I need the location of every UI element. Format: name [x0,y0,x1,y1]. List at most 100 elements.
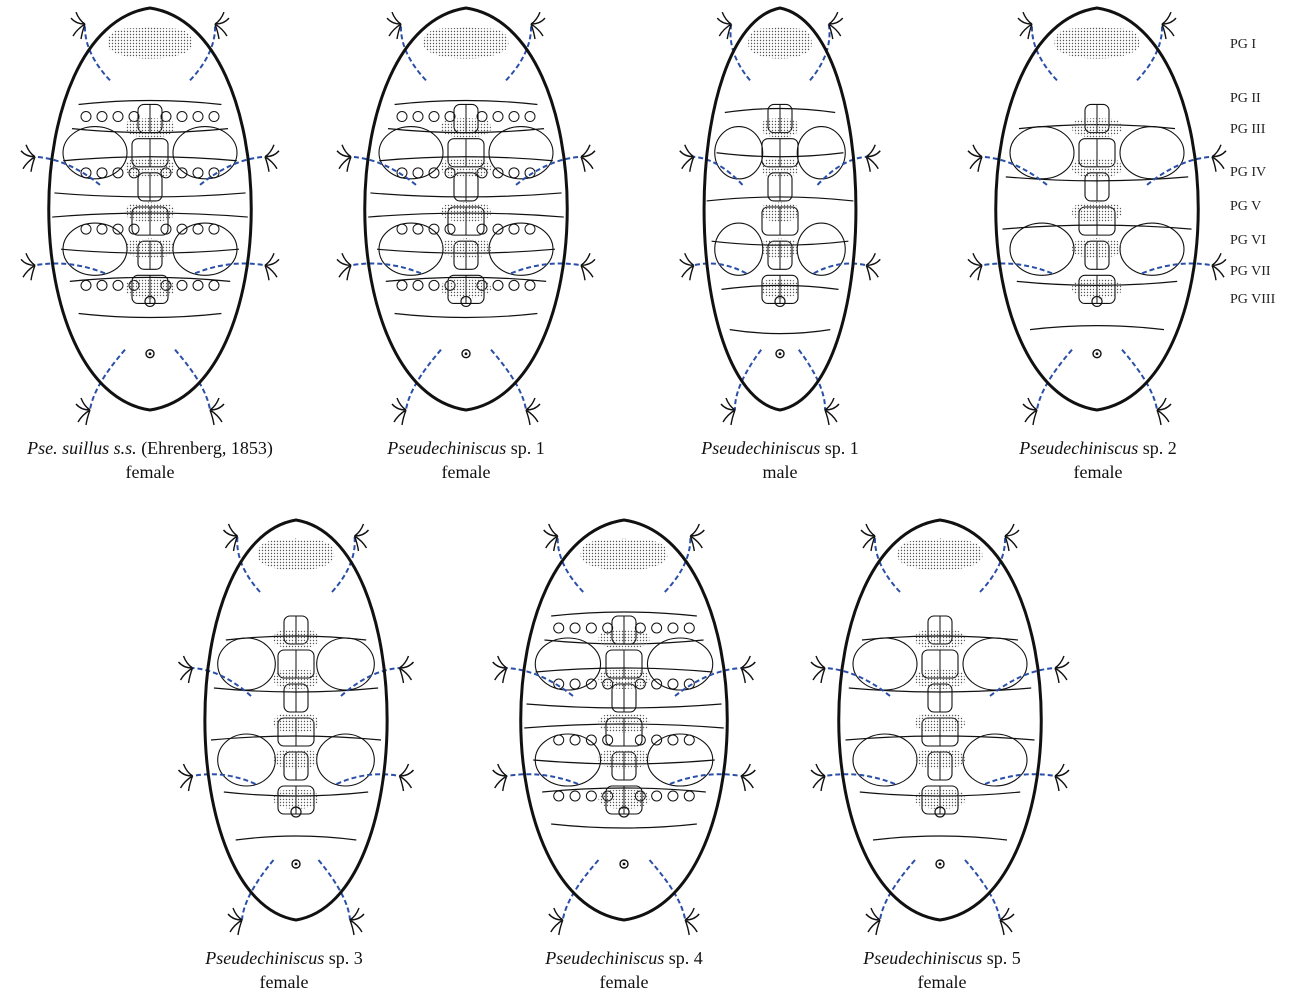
head-pigment [257,538,335,571]
plate-cell [602,734,614,746]
plate-pigment [441,117,491,138]
plate-cell [80,111,92,123]
plate-pigment [761,278,799,299]
caption-sex: female [917,972,967,992]
lateral-plate [316,637,375,691]
caption-rest: sp. 2 [1138,438,1177,458]
plate-pigment [915,713,965,733]
plate-cell [112,223,124,235]
plate-pigment [598,629,650,649]
plate-pigment [273,789,319,809]
lateral-plate [962,733,1028,787]
claw-icon [1017,11,1033,40]
plate-pigment [441,238,491,259]
plate-pigment [441,201,491,223]
leg-dashed [174,349,211,411]
plate-cell [667,734,679,746]
anus-ring-icon [619,859,629,869]
claw-icon [824,397,840,426]
plate-cell [112,279,124,291]
specimen-4 [967,6,1227,426]
leg-dashed [733,349,763,411]
plate-pigment [1072,238,1122,259]
plate-cell [569,734,581,746]
plate-line [872,835,1008,841]
lateral-plate [1119,126,1185,180]
plate-cell [208,223,220,235]
anus-dot [294,862,298,866]
plate-cell [492,111,504,123]
anus-dot [1095,352,1099,356]
lateral-plate [316,733,375,787]
leg-dashed [1136,24,1164,82]
pg-label: PG II [1230,91,1261,106]
leg-dashed [189,24,217,82]
leg-dashed [34,262,106,275]
head-pigment [107,26,193,59]
plate-line [551,823,697,829]
leg-dashed [873,535,901,593]
claw-icon [222,523,239,552]
plate-cell [396,111,408,123]
body-outline [837,518,1043,922]
leg-dashed [340,667,400,697]
anus-dot [778,352,782,356]
claw-icon [679,144,695,172]
anus-ring-icon [1092,349,1102,359]
leg-dashed [350,262,422,275]
leg-dashed [192,667,252,697]
leg-dashed [693,262,747,275]
leg-dashed [317,859,351,921]
leg-dashed [194,262,266,275]
plate-cell [208,167,220,179]
claw-icon [999,907,1015,936]
plate-pigment [598,669,650,689]
body-outline [702,6,858,412]
plate-pigment [761,201,799,223]
plate-cell [524,111,536,123]
claw-icon [398,763,415,792]
anus-dot [938,862,942,866]
plate-cell [112,167,124,179]
gonopore-icon [290,806,302,818]
caption-name: Pseudechiniscus [863,948,983,968]
body-outline [47,6,253,412]
lateral-plate [1009,222,1075,276]
plate-cell [492,279,504,291]
caption-rest: sp. 4 [664,948,703,968]
head-pigment [580,538,668,571]
anus-dot [464,352,468,356]
caption-sex: female [1073,462,1123,482]
pg-label: PG I [1230,37,1257,52]
claw-icon [543,523,559,552]
lateral-plate [796,126,846,180]
leg-dashed [399,24,427,82]
claw-icon [177,763,194,792]
pg-label: PG IV [1230,165,1267,180]
lateral-plate [714,222,764,276]
plate-line [235,835,357,841]
claw-icon [810,655,826,684]
plate-pigment [1072,157,1122,178]
claw-icon [336,253,352,281]
leg-dashed [331,535,356,593]
gonopore-icon [934,806,946,818]
specimen-6 [492,518,756,936]
plate-pigment [125,117,175,138]
plate-cell [80,279,92,291]
lateral-plate [62,222,128,276]
claw-icon [336,144,352,172]
anus-dot [622,862,626,866]
plate-cell [176,111,188,123]
plate-pigment [1072,278,1122,299]
claw-icon [679,253,695,281]
plate-cell [508,279,520,291]
leg-dashed [561,859,600,921]
plate-cell [683,734,695,746]
claw-icon [865,907,881,936]
claw-icon [492,763,508,792]
claw-icon [716,11,732,40]
claw-icon [70,11,86,40]
leg-dashed [824,667,891,697]
leg-dashed [813,262,867,275]
